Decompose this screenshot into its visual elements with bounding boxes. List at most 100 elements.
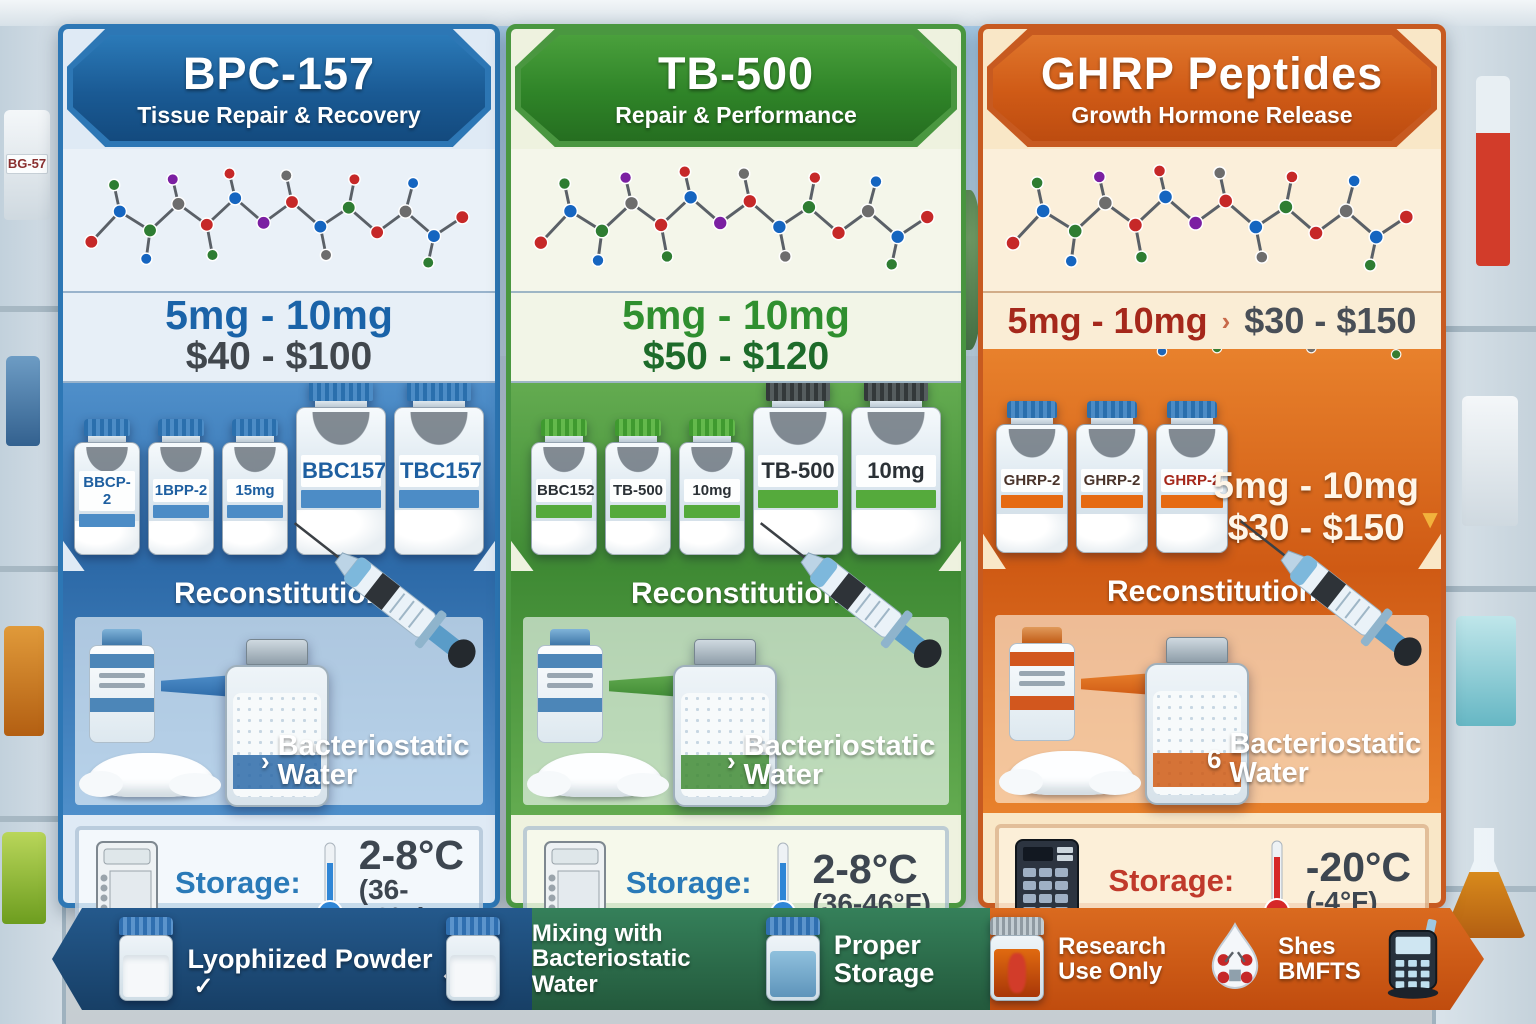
- shelf-left: BG-57: [0, 26, 66, 1024]
- storage-temp-c: 2-8°C: [358, 831, 465, 878]
- vial: 10mg: [679, 419, 745, 555]
- vial-label: BBCP-2: [79, 470, 135, 511]
- vial: BBC152: [531, 419, 597, 555]
- column-header: BPC-157 Tissue Repair & Recovery: [61, 27, 497, 149]
- footer-ribbon: Lyophiized Powder ✓ ↘ Mixing with Bacter…: [52, 908, 1484, 1010]
- dose-range: 5mg - 10mg: [622, 292, 850, 339]
- dose-price-block: 5mg - 10mg $40 - $100: [63, 291, 495, 383]
- chevron-right-icon: ›: [261, 746, 270, 777]
- footer-label: Shes BMFTS: [1278, 932, 1361, 985]
- powder-pile-icon: [527, 753, 669, 797]
- price-range: $30 - $150: [1244, 300, 1417, 342]
- reconstitution-note: › Bacteriostatic Water: [727, 729, 936, 792]
- reconstitution-vial-icon: [1145, 637, 1249, 805]
- vial: TBC157: [394, 383, 484, 555]
- background-jar: BG-57: [4, 110, 50, 220]
- price-range: $30 - $150: [1227, 507, 1405, 548]
- molecule-diagram: [983, 149, 1441, 291]
- storage-label: Storage:: [625, 865, 752, 900]
- storage-label: Storage:: [1108, 863, 1235, 898]
- powder-jar-icon: [119, 917, 173, 1001]
- footer-segment-lyophilized: Lyophiized Powder ✓ ↘: [52, 908, 532, 1010]
- background-beaker: [1456, 616, 1516, 726]
- dose-price-block: 5mg - 10mg $50 - $120: [511, 291, 961, 383]
- vial-label: 1BPP-2: [153, 479, 209, 502]
- vial: TB-500: [605, 419, 671, 555]
- storage-temp-c: 2-8°C: [812, 845, 918, 892]
- reconstitution-vial-icon: [673, 639, 777, 807]
- vial-shelf: GHRP-2 GHRP-2 GHRP-2 5mg - 10mg $30 - $1…: [983, 349, 1441, 569]
- reconstitution-note: › Bacteriostatic Water: [261, 729, 470, 792]
- chevron-down-icon: ▼: [1417, 504, 1443, 534]
- column-subtitle: Repair & Performance: [615, 101, 857, 128]
- chevron-right-icon: ›: [727, 746, 736, 777]
- vial-label: BBC157: [301, 454, 385, 487]
- droplet-molecule-icon: [1206, 921, 1264, 997]
- vial: GHRP-2: [996, 401, 1068, 553]
- vial: GHRP-2: [1076, 401, 1148, 553]
- vial: 10mg: [851, 383, 941, 555]
- footer-label: Lyophiized Powder ✓ ↘: [187, 945, 432, 973]
- dose-price-block: 5mg - 10mg › $30 - $150: [983, 291, 1441, 349]
- water-jar-icon: [766, 917, 820, 1001]
- column-subtitle: Tissue Repair & Recovery: [137, 101, 421, 128]
- dose-range: 5mg - 10mg: [1007, 300, 1208, 341]
- footer-label: Research Use Only: [1058, 932, 1167, 985]
- background-bottle: [6, 356, 40, 446]
- reconstitution-section: Reconstitution › Bacteriostatic Water: [63, 504, 495, 815]
- vial: BBC157: [296, 383, 386, 555]
- storage-label: Storage:: [175, 865, 301, 900]
- column-header: GHRP Peptides Growth Hormone Release: [981, 27, 1443, 149]
- footer-label: Proper Storage: [833, 929, 935, 988]
- vial: 1BPP-2: [148, 419, 214, 555]
- footer-label: Mixing with Bacteriostatic Water: [531, 920, 691, 998]
- amber-jar-icon: [990, 917, 1044, 1001]
- checkmark-icon: ✓: [193, 972, 214, 1000]
- graduated-cylinder: [1476, 76, 1510, 266]
- column-title: BPC-157: [182, 47, 376, 99]
- column-subtitle: Growth Hormone Release: [1071, 101, 1353, 128]
- water-bottle-icon: [537, 629, 603, 743]
- molecule-diagram: [511, 149, 961, 291]
- vial-shelf: BBCP-2 1BPP-2 15mg BBC157 TBC157: [63, 383, 495, 571]
- footer-segment-storage: Mixing with Bacteriostatic Water Proper …: [532, 908, 990, 1010]
- reconstitution-vial-icon: [225, 639, 329, 807]
- calculator-device-icon: [1382, 919, 1444, 999]
- note-number: 6: [1207, 744, 1222, 775]
- jar-label: BG-57: [6, 154, 48, 175]
- storage-temp-c: -20°C: [1305, 843, 1411, 890]
- dose-range: 5mg - 10mg: [165, 292, 393, 339]
- vial-label: BBC152: [536, 479, 595, 502]
- column-header: TB-500 Repair & Performance: [509, 27, 963, 149]
- vial: 15mg: [222, 419, 288, 555]
- price-range: $40 - $100: [185, 335, 373, 379]
- vial-label: GHRP-2: [1081, 469, 1143, 492]
- vial: BBCP-2: [74, 419, 140, 555]
- water-bottle-icon: [1009, 627, 1075, 741]
- reconstitution-note: 6 Bacteriostatic Water: [1207, 727, 1422, 790]
- reconstitution-heading: Reconstitution: [1107, 575, 1317, 608]
- vial-label: TBC157: [399, 454, 482, 487]
- vial-label: TB-500: [610, 479, 666, 502]
- powder-pile-icon: [999, 751, 1141, 795]
- molecule-diagram: [63, 149, 495, 291]
- powder-pile-icon: [79, 753, 221, 797]
- separator-mark: ›: [1221, 305, 1231, 336]
- background-bottle: [4, 626, 44, 736]
- powder-jar-icon: [446, 917, 500, 1001]
- vial-label: 10mg: [856, 454, 936, 487]
- band-dose-price: 5mg - 10mg $30 - $150: [1213, 465, 1419, 549]
- vial-shelf: BBC152 TB-500 10mg TB-500 10mg: [511, 383, 961, 571]
- shelf-right: [1432, 26, 1536, 1024]
- footer-segment-research: Research Use Only Shes BMFTS: [990, 908, 1484, 1010]
- column-ghrp: GHRP Peptides Growth Hormone Release 5mg…: [978, 24, 1446, 938]
- vial-label: 10mg: [684, 479, 740, 502]
- vial-label: GHRP-2: [1161, 469, 1223, 492]
- water-bottle-icon: [89, 629, 155, 743]
- background-bottle: [1462, 396, 1518, 526]
- background-bottle: [2, 832, 46, 924]
- column-tb500: TB-500 Repair & Performance 5mg - 10mg $…: [506, 24, 966, 940]
- vial: GHRP-2: [1156, 401, 1228, 553]
- dose-range: 5mg - 10mg: [1213, 465, 1419, 506]
- price-range: $50 - $120: [642, 335, 830, 379]
